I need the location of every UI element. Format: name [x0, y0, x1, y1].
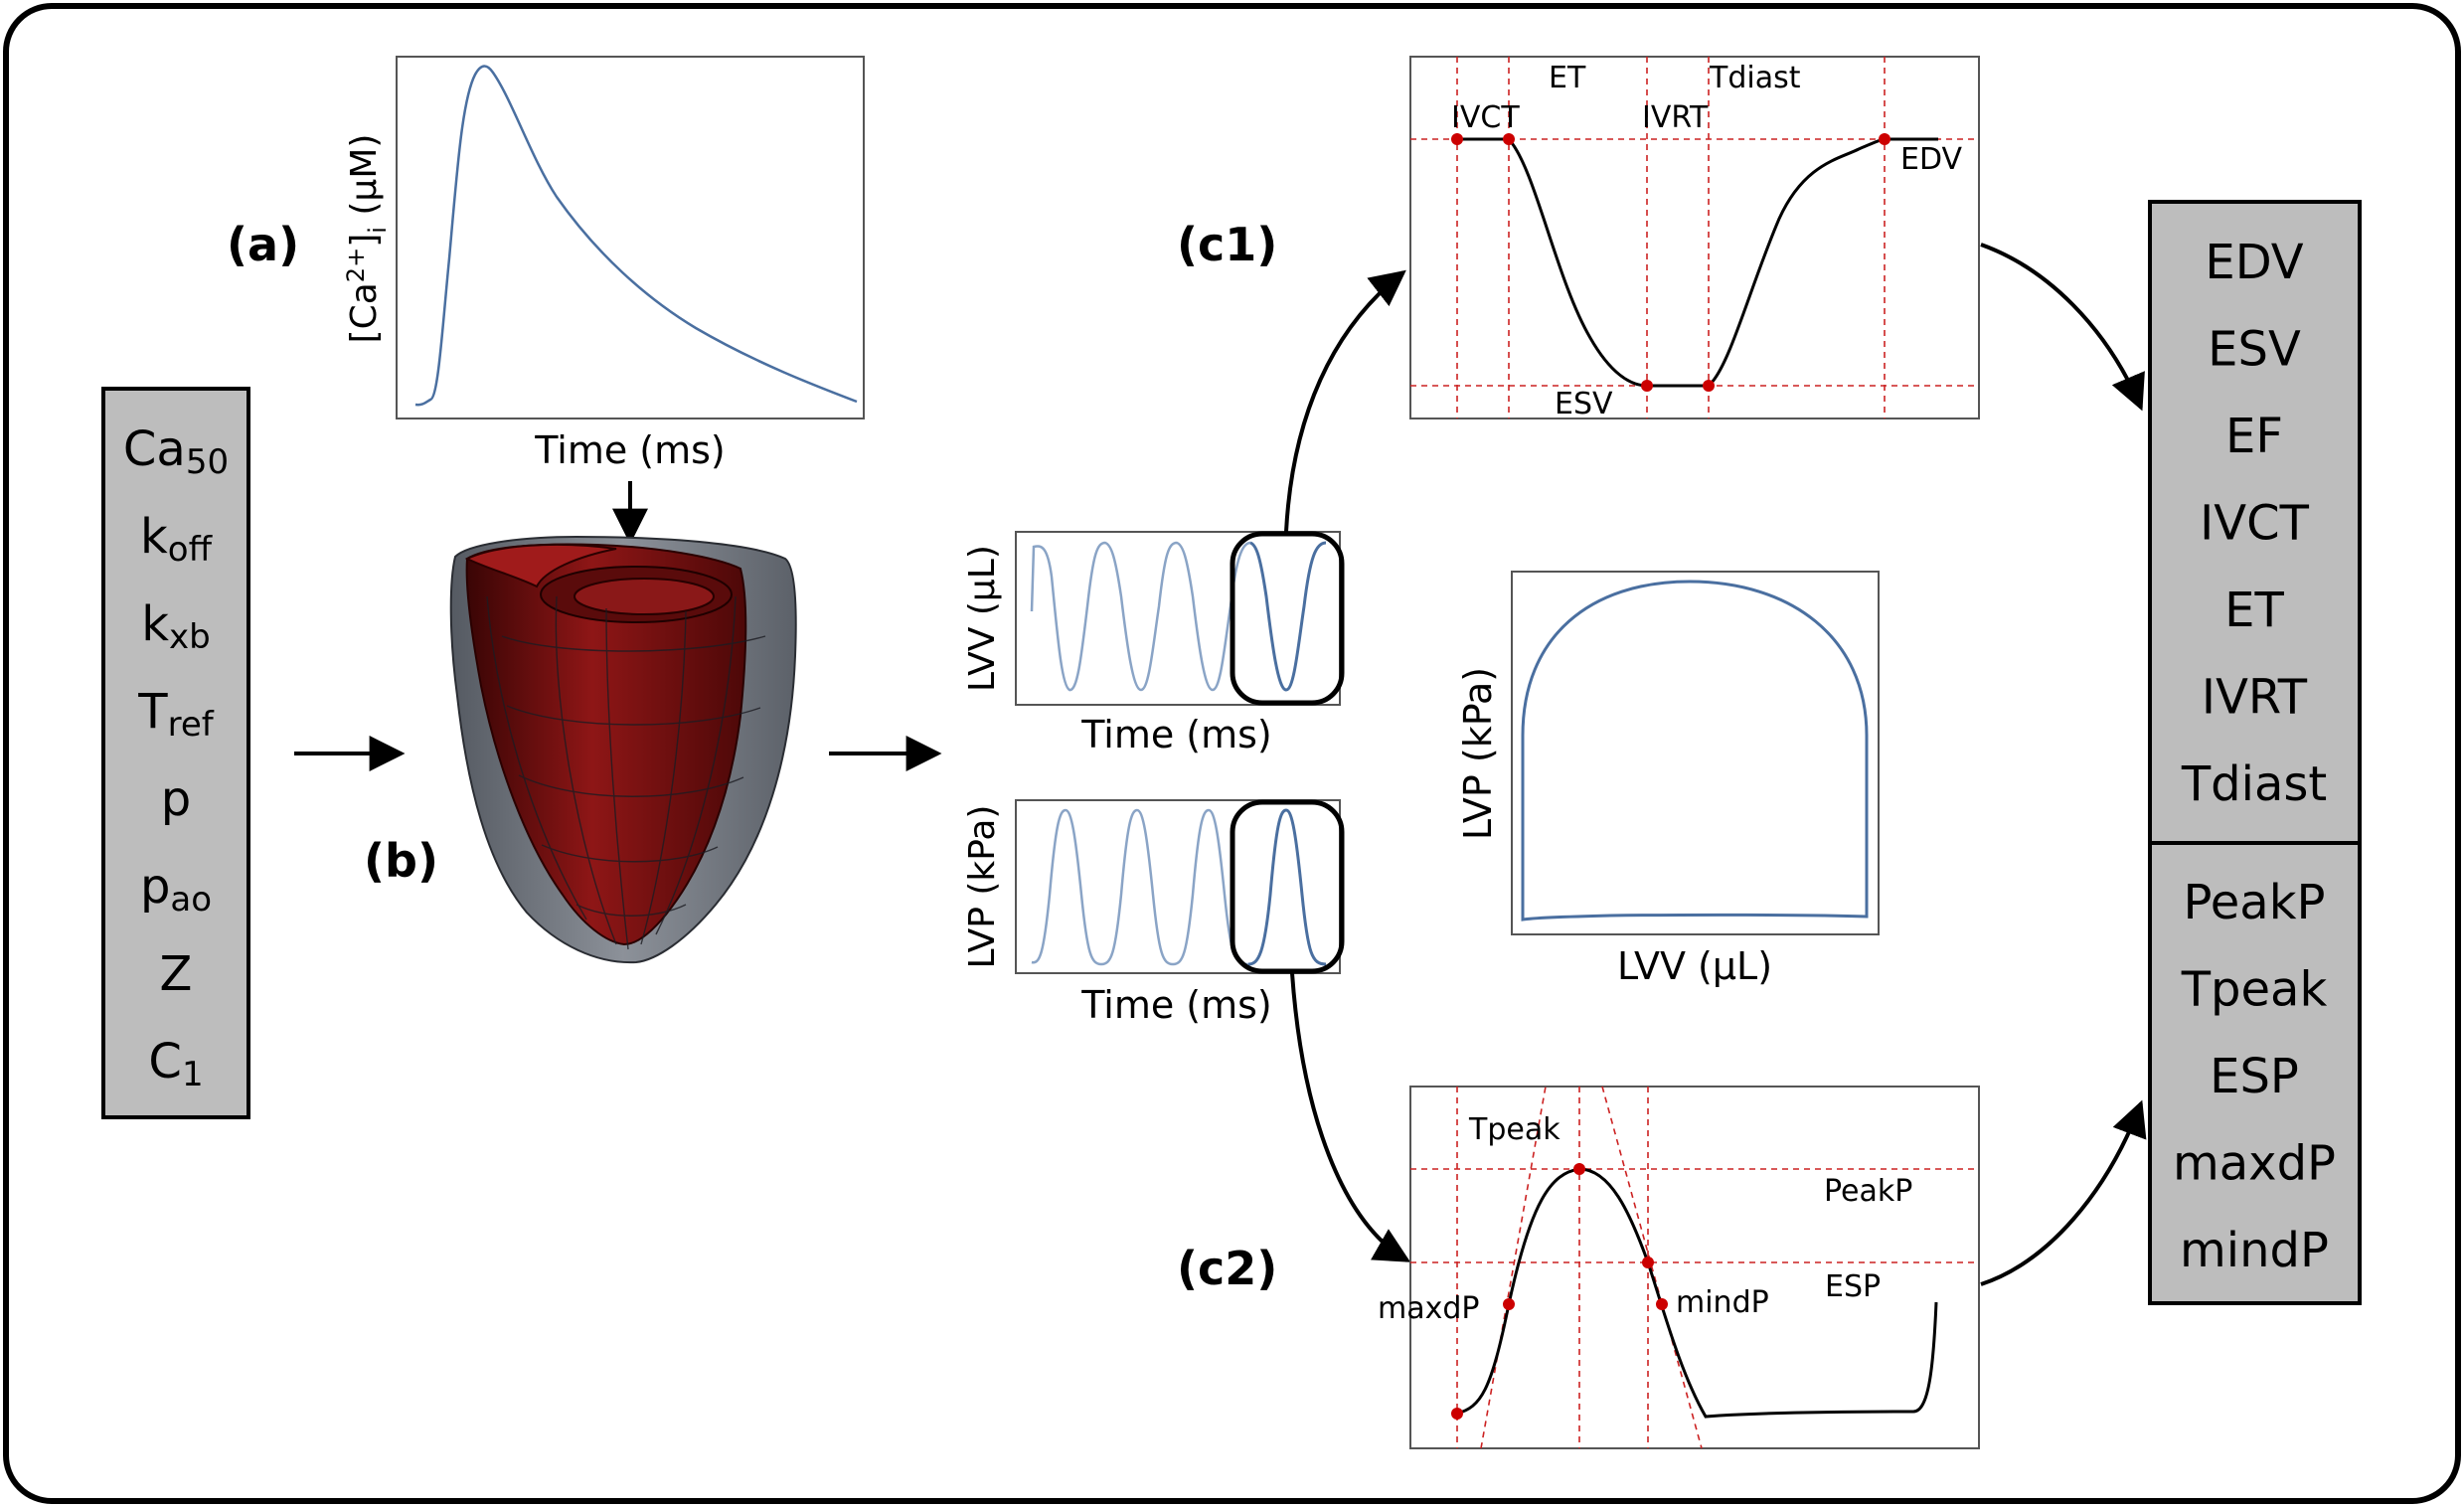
output-volume-feature-2: EF — [2225, 409, 2283, 464]
lvp-trace-frame — [1015, 799, 1341, 974]
label-ivct: IVCT — [1451, 100, 1520, 135]
arrow-c2-to-outputs — [1980, 1099, 2147, 1286]
label-esp: ESP — [1825, 1269, 1881, 1304]
input-param-6: Z — [160, 946, 193, 1002]
lvv-trace-curve — [1030, 541, 1251, 692]
input-param-7: C1 — [148, 1034, 203, 1094]
calcium-plot: Time (ms) [Ca2+]i (μM) — [342, 56, 865, 472]
panel-label-a: (a) — [227, 218, 299, 271]
pv-loop-xlabel: LVV (μL) — [1617, 944, 1772, 988]
label-maxdp: maxdP — [1378, 1291, 1480, 1326]
lvv-cycle-highlight — [1230, 531, 1345, 706]
label-esv: ESV — [1555, 387, 1613, 421]
heart-rv-rim — [464, 543, 617, 588]
label-tdiast: Tdiast — [1709, 61, 1801, 95]
lvp-trace-curve — [1031, 808, 1249, 966]
arrow-c1-to-outputs — [1980, 243, 2145, 412]
output-volume-feature-6: Tdiast — [2181, 756, 2327, 812]
calcium-plot-frame — [396, 56, 865, 419]
lvp-trace-highlight-curve — [1247, 808, 1327, 966]
pv-loop-curve — [1521, 580, 1869, 921]
lvv-trace-plot: Time (ms) LVV (μL) — [962, 531, 1345, 756]
pv-loop-frame — [1511, 571, 1880, 935]
label-ivrt: IVRT — [1642, 100, 1709, 135]
output-pressure-feature-3: maxdP — [2173, 1136, 2336, 1192]
input-box-bg — [101, 387, 250, 1119]
volume-cycle-curve — [1457, 137, 1938, 388]
lvp-xlabel: Time (ms) — [1080, 983, 1272, 1027]
pressure-feature-markers — [1451, 1163, 1668, 1420]
output-volume-feature-1: ESV — [2208, 322, 2301, 378]
output-box-bg — [2148, 200, 2362, 1305]
input-param-1: koff — [140, 509, 214, 570]
output-volume-feature-5: IVRT — [2202, 670, 2308, 726]
arrow-lvv-to-c1 — [1284, 269, 1406, 533]
pressure-feature-frame — [1409, 1086, 1980, 1449]
heart-lv-cavity — [574, 578, 715, 615]
calcium-xlabel: Time (ms) — [534, 428, 726, 472]
panel-label-b: (b) — [364, 834, 438, 888]
lvp-trace-plot: Time (ms) LVP (kPa) — [962, 799, 1345, 1027]
input-param-2: kxb — [141, 596, 211, 657]
panel-label-c1: (c1) — [1177, 218, 1277, 271]
label-tpeak: Tpeak — [1468, 1112, 1561, 1147]
input-param-4: p — [161, 771, 191, 827]
lvp-ylabel: LVP (kPa) — [962, 805, 1003, 969]
output-features-box: EDV ESV EF IVCT ET IVRT Tdiast PeakP Tpeak ESP ma… — [2148, 200, 2362, 1305]
lvv-ylabel: LVV (μL) — [962, 545, 1003, 692]
panel-label-c2: (c2) — [1177, 1242, 1277, 1295]
volume-feature-markers — [1451, 133, 1890, 392]
parameter-list: Ca50 koff kxb Tref p pao Z C1 — [123, 421, 229, 1094]
label-peakp: PeakP — [1824, 1174, 1912, 1209]
label-edv: EDV — [1900, 142, 1963, 177]
output-volume-feature-4: ET — [2224, 583, 2284, 638]
calcium-ylabel: [Ca2+]i (μM) — [342, 134, 392, 344]
lvp-cycle-highlight — [1230, 799, 1345, 974]
lvv-xlabel: Time (ms) — [1080, 713, 1272, 756]
output-pressure-feature-2: ESP — [2210, 1049, 2299, 1104]
arrow-lvp-to-c2 — [1290, 972, 1411, 1262]
label-mindp: mindP — [1676, 1285, 1769, 1320]
output-pressure-feature-0: PeakP — [2184, 875, 2326, 930]
output-volume-feature-3: IVCT — [2200, 496, 2310, 552]
pressure-feature-plot: Tpeak PeakP maxdP mindP ESP — [1378, 1086, 1980, 1449]
pv-loop-ylabel: LVP (kPa) — [1456, 667, 1500, 840]
output-volume-list: EDV ESV EF IVCT ET IVRT Tdiast — [2181, 235, 2327, 812]
lvv-trace-highlight-curve — [1249, 541, 1327, 692]
calcium-transient-curve — [414, 65, 858, 407]
input-param-5: pao — [140, 859, 212, 920]
output-pressure-feature-4: mindP — [2180, 1223, 2329, 1278]
output-volume-feature-0: EDV — [2205, 235, 2303, 290]
volume-feature-plot: ET Tdiast IVCT IVRT EDV ESV — [1409, 56, 1980, 421]
pv-loop-plot: LVV (μL) LVP (kPa) — [1456, 571, 1880, 988]
output-pressure-feature-1: Tpeak — [2181, 962, 2328, 1018]
heart-model-3d — [449, 535, 797, 964]
output-pressure-list: PeakP Tpeak ESP maxdP mindP — [2173, 875, 2336, 1278]
outer-frame — [3, 3, 2461, 1504]
heart-mesh-lines — [486, 595, 766, 950]
input-param-3: Tref — [137, 684, 214, 745]
input-param-0: Ca50 — [123, 421, 229, 482]
label-et: ET — [1549, 61, 1586, 95]
input-parameters-box: Ca50 koff kxb Tref p pao Z C1 — [101, 387, 250, 1119]
lvv-trace-frame — [1015, 531, 1341, 706]
